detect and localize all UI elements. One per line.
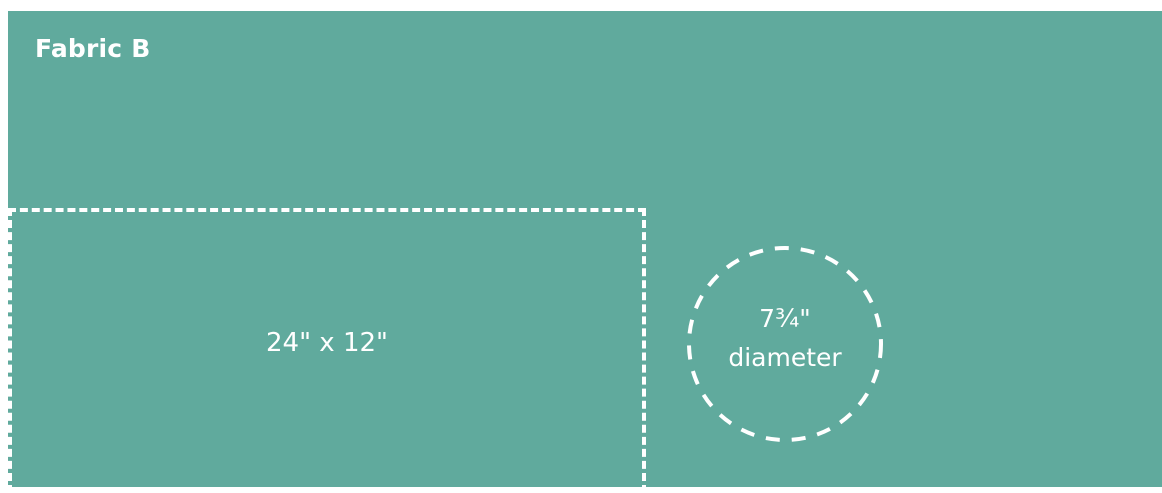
fabric-title: Fabric B — [35, 34, 151, 63]
circle-size-label: 7¾" — [759, 304, 811, 333]
rectangle-dimension-label: 24" x 12" — [265, 328, 388, 358]
circle-cut-outline — [687, 246, 883, 442]
circle-diameter-label: diameter — [728, 343, 842, 372]
fabric-panel — [8, 11, 1162, 487]
